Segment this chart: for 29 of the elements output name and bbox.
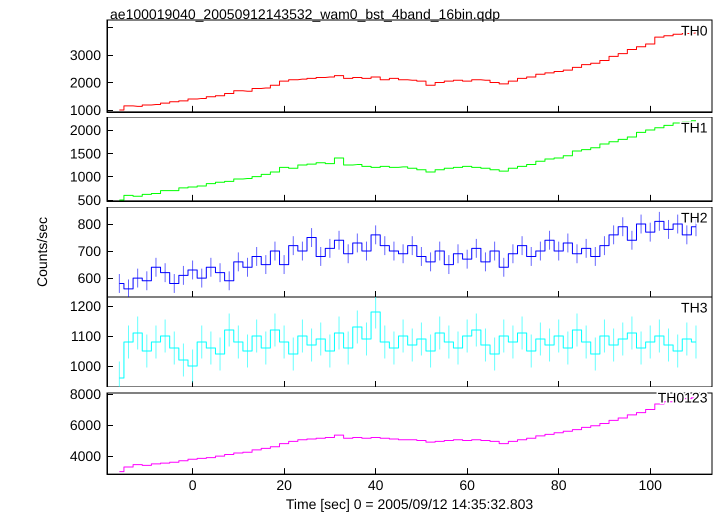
y-tick-label: 500: [78, 192, 102, 208]
y-tick-label: 1000: [70, 358, 102, 374]
y-tick-label: 8000: [70, 386, 102, 402]
y-tick-label: 1200: [70, 298, 102, 314]
y-tick-label: 2000: [70, 122, 102, 138]
y-tick-label: 800: [78, 216, 102, 232]
x-axis-title: Time [sec] 0 = 2005/09/12 14:35:32.803: [286, 496, 534, 512]
x-tick-label: 40: [368, 477, 384, 494]
chart-title: ae100019040_20050912143532_wam0_bst_4band_16bin.qdp: [110, 6, 500, 22]
x-tick-label: 60: [459, 477, 476, 494]
x-tick-label: 0: [188, 477, 197, 494]
x-tick-label: 100: [638, 477, 662, 494]
y-tick-label: 600: [78, 270, 102, 286]
annotation: TH1: [681, 120, 708, 136]
y-tick-label: 1000: [70, 168, 102, 185]
annotation: TH3: [681, 300, 708, 316]
y-tick-label: 1100: [70, 328, 102, 344]
y-axis-title: Counts/sec: [34, 216, 50, 288]
y-tick-label: 1000: [70, 102, 102, 118]
y-tick-label: 1500: [70, 145, 102, 162]
x-tick-label: 20: [276, 477, 292, 494]
annotation: TH0: [681, 22, 708, 38]
y-tick-label: 6000: [70, 417, 102, 434]
x-tick-label: 80: [550, 477, 567, 494]
y-tick-label: 3000: [70, 46, 102, 63]
y-tick-label: 4000: [70, 448, 102, 464]
y-tick-label: 2000: [70, 74, 102, 90]
y-tick-label: 700: [78, 243, 102, 260]
annotation: TH2: [681, 210, 708, 226]
